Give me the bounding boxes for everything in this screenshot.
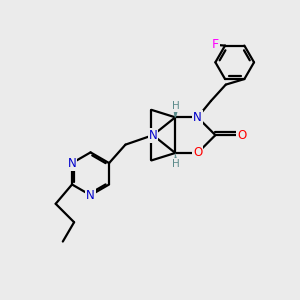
Text: H: H	[172, 159, 180, 169]
Text: O: O	[237, 129, 246, 142]
Text: N: N	[148, 129, 157, 142]
Text: N: N	[68, 157, 76, 169]
Text: H: H	[172, 101, 180, 111]
Text: N: N	[193, 111, 202, 124]
Text: F: F	[212, 38, 218, 52]
Polygon shape	[174, 108, 178, 117]
Text: N: N	[86, 189, 95, 202]
Text: O: O	[193, 146, 202, 160]
